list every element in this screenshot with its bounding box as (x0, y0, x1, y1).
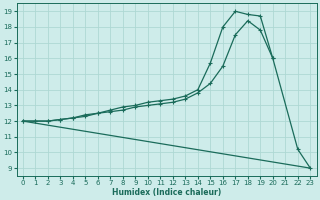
X-axis label: Humidex (Indice chaleur): Humidex (Indice chaleur) (112, 188, 221, 197)
